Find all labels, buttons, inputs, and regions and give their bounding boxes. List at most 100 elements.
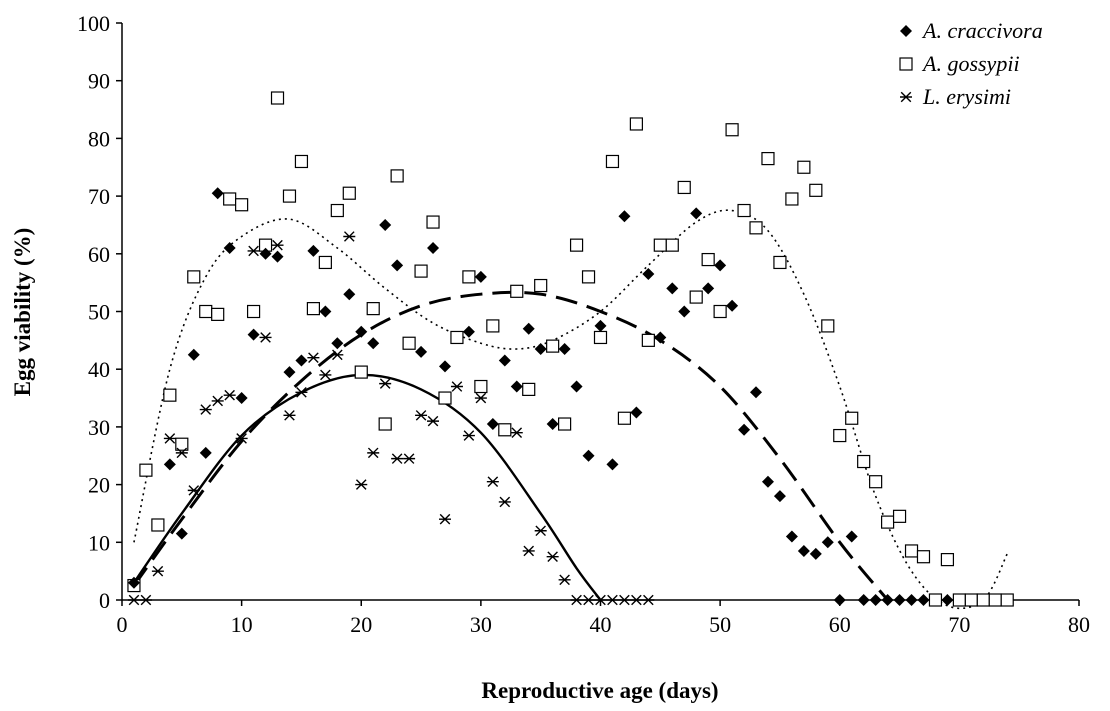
trend-line-gossypii [133,209,1008,610]
point-craccivora [785,530,798,543]
point-craccivora [319,305,332,318]
point-craccivora [187,348,200,361]
point-erysimi [391,453,404,464]
point-erysimi [163,433,176,444]
point-gossypii [223,192,237,206]
point-erysimi [415,410,428,421]
point-gossypii [593,330,608,345]
legend-marker [900,91,912,103]
x-tick-label: 10 [231,612,253,637]
point-gossypii [510,284,524,298]
point-craccivora [833,594,846,606]
point-gossypii [378,417,392,431]
point-gossypii [139,463,153,477]
point-gossypii [988,593,1002,607]
point-erysimi [486,476,499,488]
point-craccivora [474,270,487,283]
point-gossypii [952,593,966,607]
point-gossypii [462,270,476,284]
point-gossypii [677,180,691,195]
point-craccivora [761,475,774,488]
point-erysimi [211,395,224,407]
point-gossypii [916,550,931,564]
point-erysimi [462,430,475,441]
point-craccivora [582,449,595,462]
point-craccivora [127,576,140,589]
point-gossypii [294,154,309,169]
point-erysimi [283,410,296,421]
point-craccivora [750,386,763,399]
point-erysimi [379,378,392,389]
point-craccivora [618,210,631,223]
point-craccivora [462,325,475,338]
point-craccivora [738,423,751,436]
point-craccivora [379,218,392,231]
trend-line-craccivora [132,290,889,601]
point-erysimi [127,594,140,606]
y-axis-title: Egg viability (%) [10,228,35,397]
point-craccivora [678,305,691,318]
point-craccivora [809,547,822,560]
point-gossypii [318,255,332,270]
point-craccivora [247,328,260,341]
point-erysimi [594,594,607,606]
point-gossypii [725,123,739,137]
point-gossypii [809,183,823,197]
y-tick-label: 60 [88,242,110,267]
point-gossypii [701,252,715,267]
point-gossypii [665,238,679,252]
point-craccivora [893,594,906,606]
point-gossypii [940,553,955,567]
y-tick-label: 40 [88,357,110,382]
legend-label-craccivora: A. craccivora [921,18,1043,43]
point-gossypii [761,151,775,166]
legend-label-erysimi: L. erysimi [922,84,1011,109]
point-gossypii [833,428,847,443]
point-gossypii [821,319,835,333]
point-erysimi [319,369,332,381]
point-gossypii [282,189,297,203]
point-craccivora [307,244,320,257]
y-ticks: 0 10 20 30 40 50 60 70 80 90 100 [77,11,122,613]
point-craccivora [726,299,739,312]
x-tick-label: 50 [709,612,731,637]
point-erysimi [570,594,583,606]
point-gossypii [689,290,703,304]
point-erysimi [534,525,547,537]
point-gossypii [773,255,787,270]
point-craccivora [654,331,667,344]
point-gossypii [199,304,213,319]
point-erysimi [510,427,523,438]
point-gossypii [797,160,811,174]
point-craccivora [355,325,368,338]
legend-marker-open-square [899,57,913,71]
point-craccivora [271,250,284,263]
point-gossypii [211,307,225,321]
data-points [127,91,1014,607]
point-gossypii [235,198,249,212]
point-gossypii [785,192,799,206]
point-gossypii [904,544,919,558]
point-craccivora [546,418,559,431]
point-gossypii [845,411,859,425]
point-gossypii [390,169,404,183]
legend-marker [900,25,912,37]
x-tick-label: 40 [590,612,612,637]
legend-item-erysimi: L. erysimi [900,84,1011,109]
point-craccivora [534,343,547,356]
x-tick-label: 20 [350,612,372,637]
point-craccivora [558,343,571,356]
point-craccivora [331,337,344,350]
point-gossypii [892,509,907,523]
point-gossypii [880,515,895,529]
y-tick-label: 0 [99,588,110,613]
legend-item-craccivora: A. craccivora [900,18,1043,43]
point-craccivora [917,594,930,606]
point-erysimi [139,594,152,606]
point-gossypii [187,270,201,284]
legend-marker-filled-diamond [900,25,912,37]
y-tick-label: 100 [77,11,110,36]
point-gossypii [857,454,871,469]
legend-marker-asterisk [900,91,912,103]
point-erysimi [175,447,188,459]
